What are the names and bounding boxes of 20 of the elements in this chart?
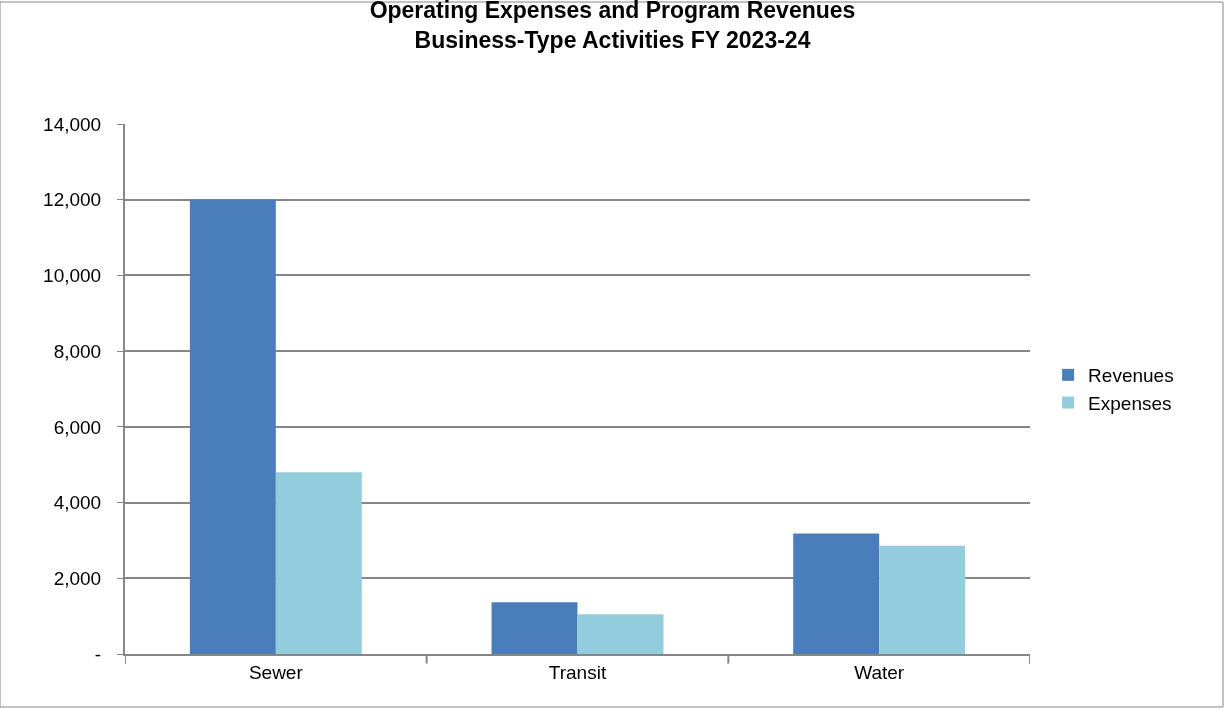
y-tick-label: 6,000 (53, 416, 102, 438)
bar (879, 545, 966, 654)
y-tick-label: 8,000 (53, 340, 102, 362)
legend-label: Revenues (1088, 365, 1174, 387)
bar (189, 199, 276, 654)
bar (577, 614, 664, 654)
y-tick-label: 2,000 (53, 567, 102, 589)
y-tick-label: 14,000 (43, 113, 102, 135)
bar (275, 472, 362, 654)
y-tick-label: 4,000 (53, 492, 102, 514)
y-tick-label: - (94, 643, 102, 665)
x-tick-label: Water (854, 661, 905, 683)
x-tick-label: Sewer (248, 661, 304, 683)
bar (491, 602, 578, 654)
bar (793, 533, 880, 654)
y-tick-label: 12,000 (43, 189, 102, 211)
chart-title: Operating Expenses and Program Revenues Business-Type Activities FY 2023-24 (369, 0, 856, 53)
x-tick-label: Transit (548, 661, 607, 683)
legend-label: Expenses (1088, 392, 1172, 414)
y-tick-label: 10,000 (43, 265, 102, 287)
